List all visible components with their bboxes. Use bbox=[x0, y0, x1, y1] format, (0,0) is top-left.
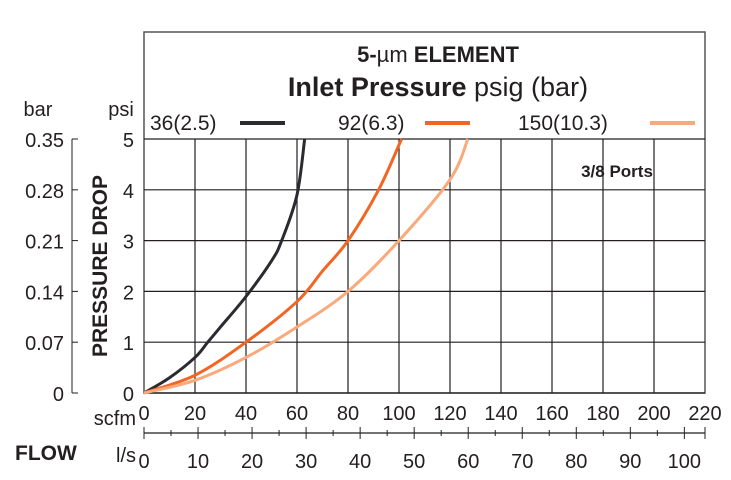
x-tick-label: 220 bbox=[688, 403, 721, 425]
y-unit-bar: bar bbox=[24, 99, 53, 121]
x-unit-scfm: scfm bbox=[94, 408, 136, 430]
x-tick-label: 200 bbox=[637, 403, 670, 425]
x-tick-label: 160 bbox=[535, 403, 568, 425]
bar-tick-label: 0 bbox=[53, 384, 64, 406]
ls-tick-label: 70 bbox=[511, 451, 533, 473]
ls-tick-label: 60 bbox=[457, 451, 479, 473]
legend-label: 150(10.3) bbox=[518, 112, 608, 135]
ls-tick-label: 90 bbox=[619, 451, 641, 473]
bar-tick-label: 0.21 bbox=[25, 232, 64, 254]
bar-tick-label: 0.07 bbox=[25, 333, 64, 355]
x-tick-label: 180 bbox=[586, 403, 619, 425]
y-unit-psi: psi bbox=[108, 99, 134, 121]
ls-tick-label: 0 bbox=[138, 451, 149, 473]
x-tick-label: 20 bbox=[184, 403, 206, 425]
legend-label: 92(6.3) bbox=[338, 112, 405, 135]
ls-tick-label: 50 bbox=[403, 451, 425, 473]
bar-tick-label: 0.14 bbox=[25, 282, 64, 304]
bar-tick-label: 0.35 bbox=[25, 130, 64, 152]
legend-title: Inlet Pressure psig (bar) bbox=[288, 72, 588, 102]
series-line bbox=[143, 138, 470, 395]
x-tick-label: 40 bbox=[235, 403, 257, 425]
y-tick-label: 4 bbox=[123, 181, 134, 203]
x-unit-ls: l/s bbox=[116, 445, 136, 467]
ls-tick-label: 20 bbox=[241, 451, 263, 473]
series-line bbox=[143, 138, 307, 395]
y-tick-label: 1 bbox=[123, 333, 134, 355]
ls-tick-label: 40 bbox=[349, 451, 371, 473]
x-tick-label: 100 bbox=[382, 403, 415, 425]
y-tick-label: 5 bbox=[123, 130, 134, 152]
series-line bbox=[143, 138, 403, 395]
x-tick-label: 80 bbox=[337, 403, 359, 425]
x-tick-label: 120 bbox=[433, 403, 466, 425]
x-tick-label: 140 bbox=[484, 403, 517, 425]
x-tick-label: 60 bbox=[286, 403, 308, 425]
ls-tick-label: 30 bbox=[295, 451, 317, 473]
ls-tick-label: 100 bbox=[668, 451, 701, 473]
legend-label: 36(2.5) bbox=[150, 112, 217, 135]
y-axis-label: PRESSURE DROP bbox=[89, 175, 112, 357]
chart-title: 5-µm ELEMENT bbox=[357, 42, 519, 67]
x-axis-label: FLOW bbox=[15, 442, 77, 465]
y-tick-label: 0 bbox=[123, 384, 134, 406]
ls-tick-label: 80 bbox=[565, 451, 587, 473]
x-tick-label: 0 bbox=[138, 403, 149, 425]
ls-tick-label: 10 bbox=[187, 451, 209, 473]
bar-tick-label: 0.28 bbox=[25, 181, 64, 203]
ports-annotation: 3/8 Ports bbox=[581, 162, 653, 181]
y-tick-label: 2 bbox=[123, 282, 134, 304]
y-tick-label: 3 bbox=[123, 232, 134, 254]
